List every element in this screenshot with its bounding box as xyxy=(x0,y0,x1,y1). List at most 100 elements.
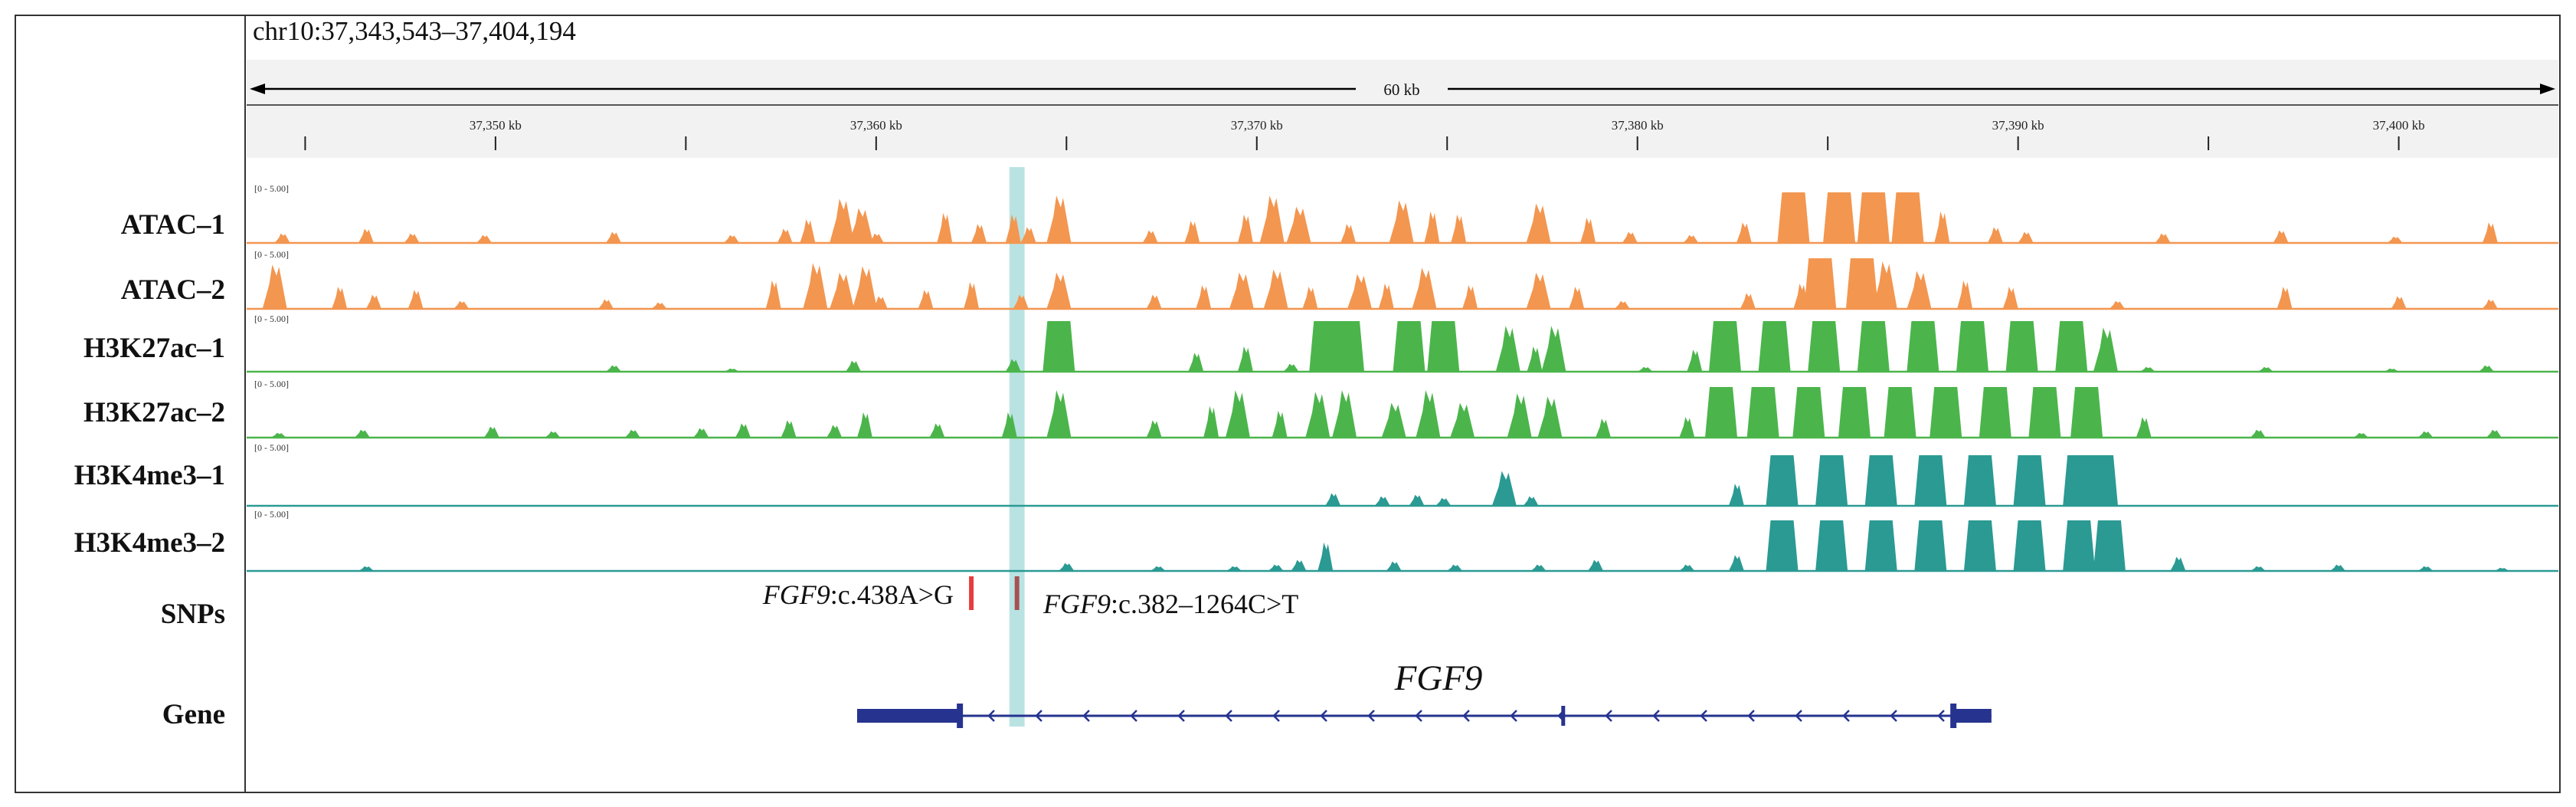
ruler-tick-label: 37,380 kb xyxy=(1612,118,1664,133)
track-label-atac-1: ATAC–1 xyxy=(121,209,225,241)
signal-peak xyxy=(1237,346,1253,372)
track-label-h3k4me3-2: H3K4me3–2 xyxy=(74,527,225,559)
signal-peak xyxy=(2486,429,2502,438)
signal-peak xyxy=(1005,359,1021,372)
signal-peak xyxy=(1864,520,1897,571)
signal-peak xyxy=(1614,300,1630,309)
signal-peak xyxy=(1766,520,1799,571)
signal-peak xyxy=(1381,402,1406,438)
signal-peak xyxy=(1435,497,1452,506)
signal-peak xyxy=(918,290,934,309)
signal-peak xyxy=(651,302,667,309)
signal-peak xyxy=(274,233,290,243)
track-range-label: [0 - 5.00] xyxy=(254,183,289,194)
signal-peak xyxy=(1325,493,1341,506)
signal-peak xyxy=(1580,218,1596,243)
snp-label-1: FGF9:c.438A>G xyxy=(762,579,954,610)
signal-peak xyxy=(1283,363,1299,372)
signal-peak xyxy=(1386,561,1402,571)
ruler-tick-label: 37,390 kb xyxy=(1992,118,2044,133)
signal-peak xyxy=(1930,387,1962,438)
signal-peak xyxy=(2055,321,2088,372)
signal-peak xyxy=(1526,203,1551,243)
signal-peak xyxy=(1530,564,1547,571)
signal-peak xyxy=(1804,258,1837,309)
signal-peak xyxy=(2139,366,2155,372)
signal-peak xyxy=(803,263,828,309)
signal-peak xyxy=(2352,432,2368,438)
signal-peak xyxy=(483,426,499,438)
signal-peak xyxy=(1427,321,1460,372)
strand-arrow xyxy=(987,710,995,722)
track-label-gene: Gene xyxy=(162,699,225,730)
signal-peak xyxy=(1963,520,1996,571)
signal-peak xyxy=(1317,542,1334,571)
signal-peak xyxy=(856,412,872,438)
signal-peak xyxy=(872,296,888,309)
signal-peak xyxy=(1728,484,1744,506)
signal-peak xyxy=(358,566,374,571)
strand-arrow xyxy=(1747,710,1755,722)
ruler-tick-label: 37,360 kb xyxy=(850,118,902,133)
track-label-h3k27ac-2: H3K27ac–2 xyxy=(83,397,225,428)
span-label: 60 kb xyxy=(1383,80,1419,99)
signal-peak xyxy=(964,281,980,309)
signal-peak xyxy=(735,423,751,438)
strand-arrow xyxy=(1272,710,1280,722)
strand-arrow xyxy=(1842,710,1850,722)
gene-exon xyxy=(856,709,961,723)
signal-peak xyxy=(777,228,793,243)
signal-peak xyxy=(1416,390,1441,438)
signal-peak xyxy=(1845,258,1878,309)
signal-peak xyxy=(1043,321,1075,372)
signal-peak xyxy=(1705,387,1738,438)
signal-peak xyxy=(1683,235,1699,243)
gene-exon-boundary xyxy=(957,704,964,728)
signal-peak xyxy=(1987,227,2003,243)
signal-peak xyxy=(2028,387,2061,438)
signal-track xyxy=(247,455,2558,507)
strand-arrow xyxy=(1035,710,1043,722)
signal-peak xyxy=(1462,285,1478,309)
signal-peak xyxy=(1823,192,1856,243)
signal-peak xyxy=(2018,231,2034,243)
signal-peak xyxy=(1595,418,1611,438)
signal-peak xyxy=(2013,455,2046,506)
signal-peak xyxy=(1872,261,1897,309)
signal-peak xyxy=(1758,321,1791,372)
signal-peak xyxy=(2417,431,2434,438)
signal-peak xyxy=(826,425,843,438)
signal-peak xyxy=(1184,221,1200,243)
signal-peak xyxy=(1956,321,1989,372)
signal-peak xyxy=(2136,417,2152,438)
signal-peak xyxy=(1537,396,1563,438)
track-label-h3k4me3-1: H3K4me3–1 xyxy=(74,460,225,491)
signal-peak xyxy=(1679,417,1695,438)
signal-peak xyxy=(765,280,781,309)
signal-peak xyxy=(1393,321,1425,372)
strand-arrow xyxy=(1130,710,1137,722)
signal-peak xyxy=(597,299,614,309)
signal-peak xyxy=(2250,566,2266,571)
signal-peak xyxy=(1013,294,1029,309)
signal-peak xyxy=(1450,402,1475,438)
signal-peak xyxy=(605,231,621,243)
signal-peak xyxy=(1963,455,1996,506)
signal-peak xyxy=(1838,387,1871,438)
track-label-h3k27ac-1: H3K27ac–1 xyxy=(83,333,225,364)
signal-peak xyxy=(262,264,287,309)
signal-peak xyxy=(2478,365,2494,372)
signal-peak xyxy=(1150,566,1166,571)
signal-peak xyxy=(365,294,381,309)
signal-peak xyxy=(2482,222,2498,243)
signal-track xyxy=(247,258,2558,310)
strand-arrow xyxy=(1177,710,1185,722)
signal-peak xyxy=(1687,349,1703,372)
signal-track xyxy=(247,520,2558,572)
track-range-label: [0 - 5.00] xyxy=(254,509,289,520)
signal-peak xyxy=(1332,390,1357,438)
signal-peak xyxy=(1884,387,1916,438)
signal-peak xyxy=(937,212,953,243)
signal-peak xyxy=(1808,321,1841,372)
signal-peak xyxy=(1229,272,1254,309)
